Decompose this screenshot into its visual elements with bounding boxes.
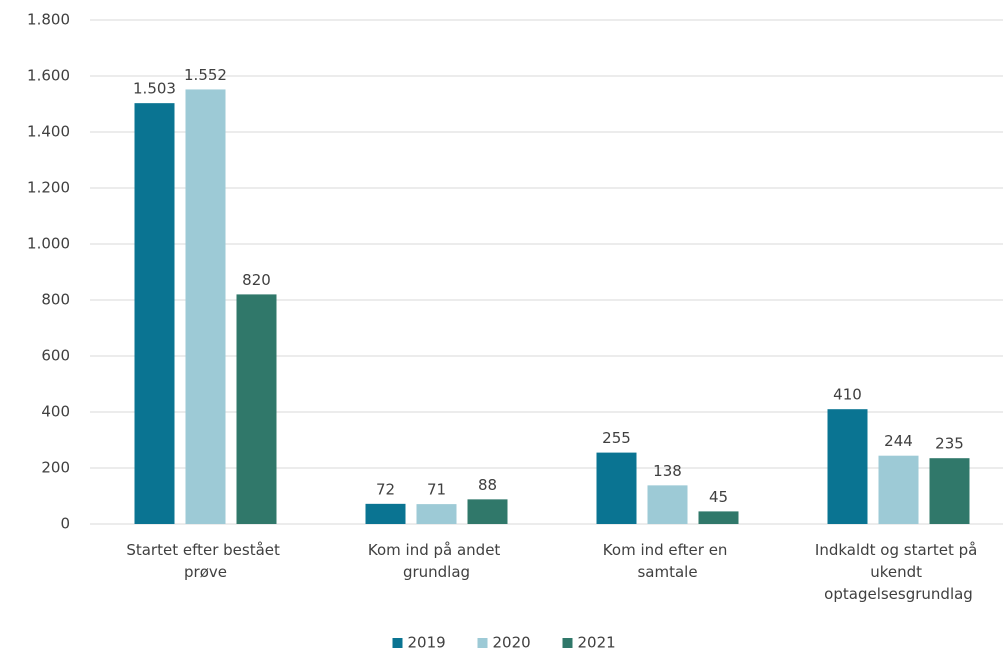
value-label: 71 [427, 481, 446, 499]
x-tick-label: Startet efter bestået prøve [126, 541, 284, 581]
value-label: 410 [833, 386, 862, 404]
bar [365, 503, 406, 524]
legend-label: 2019 [408, 634, 446, 652]
value-label: 244 [884, 432, 913, 450]
y-tick-label: 600 [41, 347, 70, 365]
legend-label: 2021 [578, 634, 616, 652]
bar [827, 409, 868, 524]
y-tick-label: 1.400 [27, 123, 70, 141]
value-label: 235 [935, 435, 964, 453]
bar [467, 499, 508, 524]
value-label: 72 [376, 480, 395, 498]
legend-swatch [477, 638, 488, 648]
bar [929, 458, 970, 524]
y-tick-label: 1.200 [27, 179, 70, 197]
bar [647, 485, 688, 524]
bar [416, 504, 457, 524]
legend-swatch [392, 638, 403, 648]
value-label: 255 [602, 429, 631, 447]
x-tick-label: Kom ind efter en samtale [603, 541, 732, 581]
y-tick-label: 1.000 [27, 235, 70, 253]
value-label: 820 [242, 271, 271, 289]
bar [134, 103, 175, 524]
legend-label: 2020 [493, 634, 531, 652]
value-label: 45 [709, 488, 728, 506]
value-label: 1.552 [184, 66, 227, 84]
value-label: 1.503 [133, 80, 176, 98]
x-tick-label: Indkaldt og startet på ukendt optagelses… [815, 541, 982, 603]
bar [698, 511, 739, 524]
legend-swatch [562, 638, 573, 648]
bar [596, 452, 637, 524]
y-tick-label: 400 [41, 403, 70, 421]
value-label: 88 [478, 476, 497, 494]
y-tick-label: 800 [41, 291, 70, 309]
bar [236, 294, 277, 524]
bar [185, 89, 226, 524]
y-tick-label: 0 [60, 515, 70, 533]
y-tick-label: 1.600 [27, 67, 70, 85]
value-label: 138 [653, 462, 682, 480]
bar [878, 455, 919, 524]
y-tick-label: 1.800 [27, 11, 70, 29]
y-tick-label: 200 [41, 459, 70, 477]
x-tick-label: Kom ind på andet grundlag [368, 541, 505, 581]
